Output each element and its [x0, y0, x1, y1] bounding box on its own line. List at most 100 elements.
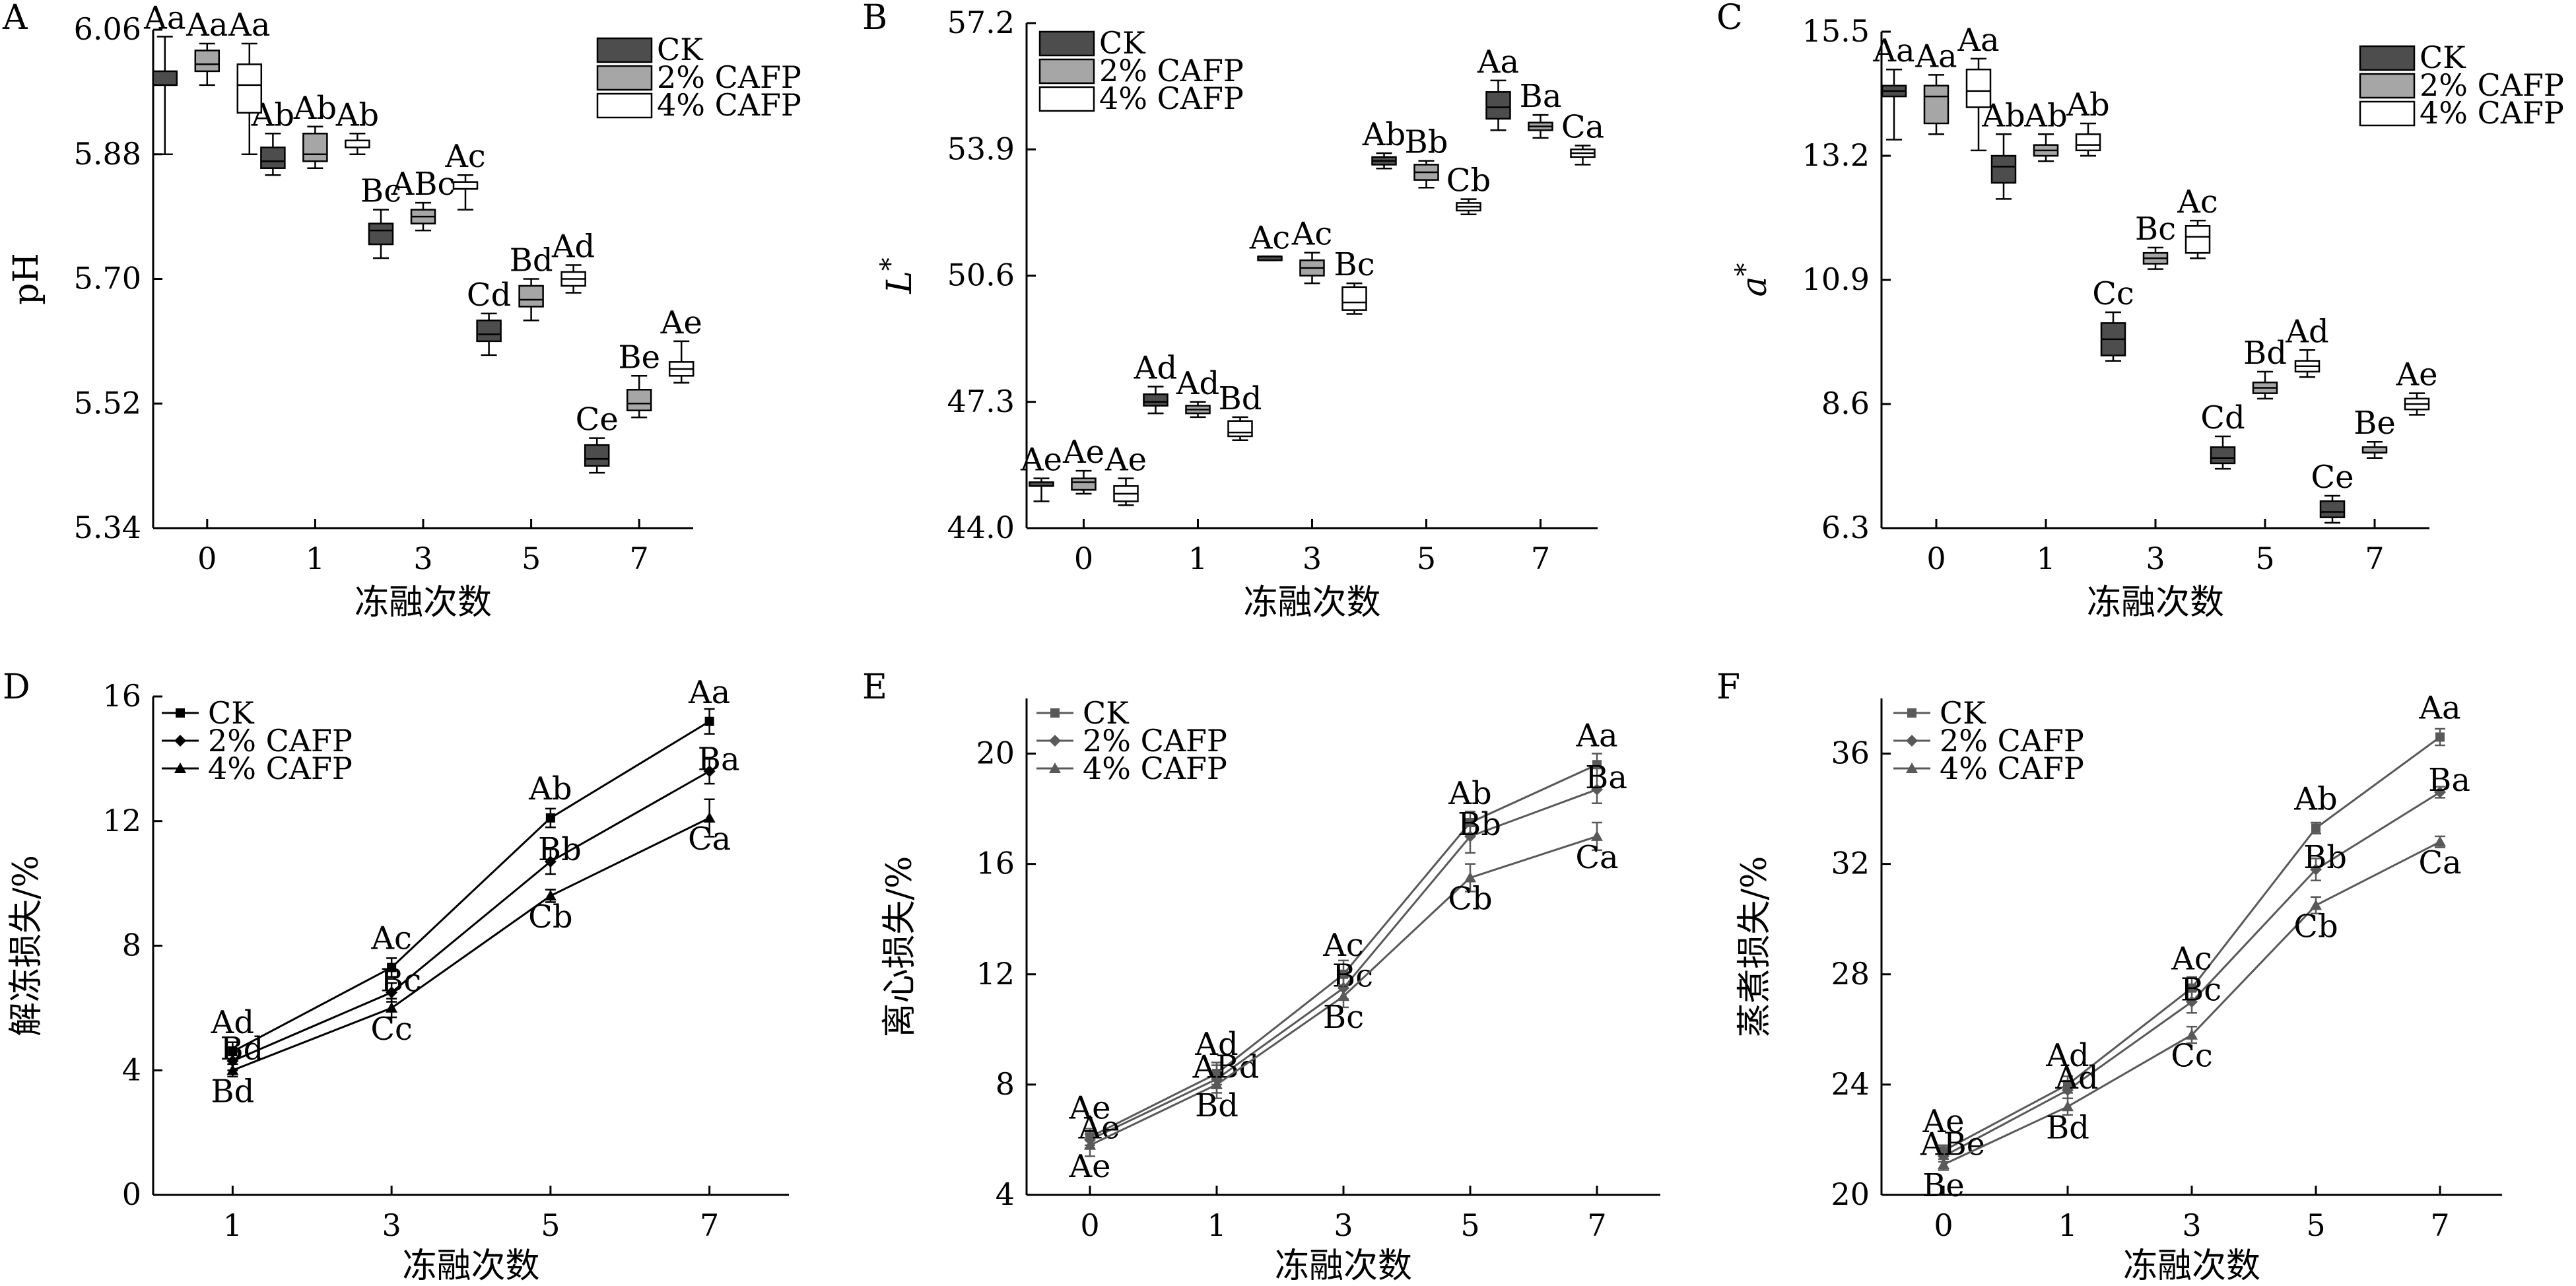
- significance-label: Ac: [1249, 220, 1291, 257]
- significance-label: Cb: [528, 898, 572, 935]
- box-2-cafp-5: Bd: [510, 242, 553, 322]
- legend-label: 2% CAFP: [657, 59, 801, 95]
- legend-label: 2% CAFP: [208, 723, 353, 759]
- panel-E-centrifugal-loss-line: 4 8 12 16 20 0 1 3 5 7 冻融次数 离心损失/% Ae Ad Ac Ab Aa Ae ABd Bc…: [880, 695, 1660, 1286]
- box-body: [626, 389, 652, 411]
- significance-label: Bc: [380, 962, 421, 999]
- box-ck-3: Bc: [360, 173, 401, 259]
- box-4-cafp-0: Aa: [228, 7, 270, 155]
- box-2-cafp-7: Be: [618, 339, 660, 419]
- y-tick-label: 12: [102, 803, 141, 838]
- y-tick-label: 8.6: [1821, 386, 1870, 421]
- box-ck-5: Cd: [467, 277, 511, 356]
- x-tick-label: 0: [197, 541, 217, 576]
- y-tick-label: 13.2: [1802, 137, 1870, 173]
- significance-label: Ad: [2285, 313, 2328, 350]
- marker-diamond: [2062, 1084, 2074, 1097]
- box-ck-5: Ab: [1362, 116, 1406, 170]
- significance-label: Cc: [370, 1011, 413, 1048]
- panel-C-redness-boxplot: 6.3 8.6 10.9 13.2 15.5 0 1 3 5 7 冻融次数 a* Aa Ab Cc Cd Ce A…: [1730, 13, 2564, 623]
- x-axis-title: 冻融次数: [355, 583, 492, 623]
- significance-label: Ba: [1585, 759, 1627, 796]
- significance-label: Ae: [1104, 442, 1147, 479]
- box-body: [302, 133, 328, 162]
- marker-square: [2311, 823, 2321, 833]
- significance-label: Ca: [2418, 844, 2461, 881]
- x-tick-label: 0: [1926, 541, 1946, 576]
- y-tick-label: 44.0: [947, 510, 1015, 545]
- box-4-cafp-3: Ac: [444, 138, 486, 211]
- box-2-cafp-3: Bc: [2135, 211, 2176, 270]
- y-tick-label: 0: [122, 1176, 141, 1212]
- y-tick-label: 5.70: [74, 261, 141, 296]
- y-tick-label: 5.52: [74, 385, 141, 421]
- y-tick-label: 5.88: [74, 136, 141, 172]
- legend-label: CK: [208, 695, 255, 731]
- y-axis-title-group: 离心损失/%: [880, 856, 920, 1038]
- x-tick-label: 1: [1188, 541, 1207, 576]
- legend-label: 4% CAFP: [1083, 751, 1227, 786]
- y-axis-title: 蒸煮损失/%: [1735, 856, 1775, 1038]
- x-tick-label: 3: [1303, 541, 1322, 576]
- box-body: [1071, 477, 1097, 491]
- x-axis-title: 冻融次数: [1243, 583, 1380, 623]
- significance-label: Bc: [2135, 211, 2176, 248]
- marker-diamond: [1464, 830, 1476, 842]
- x-tick-label: 1: [2058, 1207, 2077, 1243]
- series-ck: Ae Ad Ac Ab Aa: [1068, 717, 1618, 1147]
- marker-square: [176, 708, 185, 718]
- legend-swatch: [2359, 73, 2416, 99]
- axis-label: pH: [7, 253, 46, 305]
- significance-label: Aa: [228, 7, 270, 44]
- significance-label: Bb: [1405, 124, 1448, 161]
- y-axis-title-group: L*: [875, 257, 920, 294]
- box-2-cafp-7: Be: [2354, 405, 2396, 459]
- y-axis-title: 解冻损失/%: [7, 855, 46, 1036]
- significance-label: Ad: [1134, 350, 1177, 387]
- significance-label: Ba: [698, 741, 740, 778]
- box-2-cafp-0: Aa: [186, 7, 228, 86]
- significance-label: Ae: [1922, 1103, 1964, 1140]
- marker-triangle: [2310, 899, 2322, 910]
- box-4-cafp-1: Bd: [1219, 380, 1262, 441]
- marker-triangle: [2434, 836, 2446, 847]
- box-4-cafp-7: Ae: [660, 304, 702, 384]
- series-line: [232, 817, 710, 1071]
- x-tick-label: 1: [2036, 541, 2055, 576]
- box-4-cafp-1: Ab: [335, 96, 379, 155]
- marker-diamond: [1591, 783, 1603, 795]
- box-body: [194, 50, 220, 73]
- y-tick-label: 32: [1831, 846, 1870, 881]
- x-tick-label: 5: [1460, 1207, 1479, 1243]
- significance-label: Bc: [360, 173, 401, 210]
- x-tick-label: 7: [700, 1207, 719, 1243]
- significance-label: Aa: [186, 7, 228, 44]
- significance-label: Ad: [2054, 1060, 2098, 1097]
- box-4-cafp-5: Ad: [551, 228, 595, 294]
- significance-label: Bd: [220, 1031, 263, 1067]
- y-tick-label: 6.06: [74, 11, 141, 47]
- significance-label: Bc: [1332, 958, 1373, 995]
- x-tick-label: 5: [1417, 541, 1436, 576]
- significance-label: Ca: [1575, 839, 1618, 876]
- series-4-cafp: Bd Cc Cb Ca: [211, 798, 731, 1110]
- significance-label: ABc: [391, 166, 456, 203]
- x-tick-label: 7: [2430, 1207, 2449, 1243]
- box-body: [584, 444, 610, 467]
- marker-square: [1907, 708, 1916, 718]
- significance-label: Aa: [1477, 44, 1519, 81]
- x-tick-label: 5: [541, 1207, 560, 1243]
- box-4-cafp-0: Ae: [1104, 442, 1147, 506]
- legend-label: CK: [2420, 40, 2466, 75]
- significance-label: Aa: [2418, 689, 2460, 726]
- marker-triangle: [174, 762, 186, 773]
- x-axis-title: 冻融次数: [2087, 583, 2224, 623]
- marker-diamond: [386, 986, 398, 999]
- x-tick-label: 3: [2182, 1207, 2201, 1243]
- marker-diamond: [174, 735, 186, 747]
- box-body: [1341, 286, 1367, 311]
- panel-letter-D: D: [3, 667, 30, 707]
